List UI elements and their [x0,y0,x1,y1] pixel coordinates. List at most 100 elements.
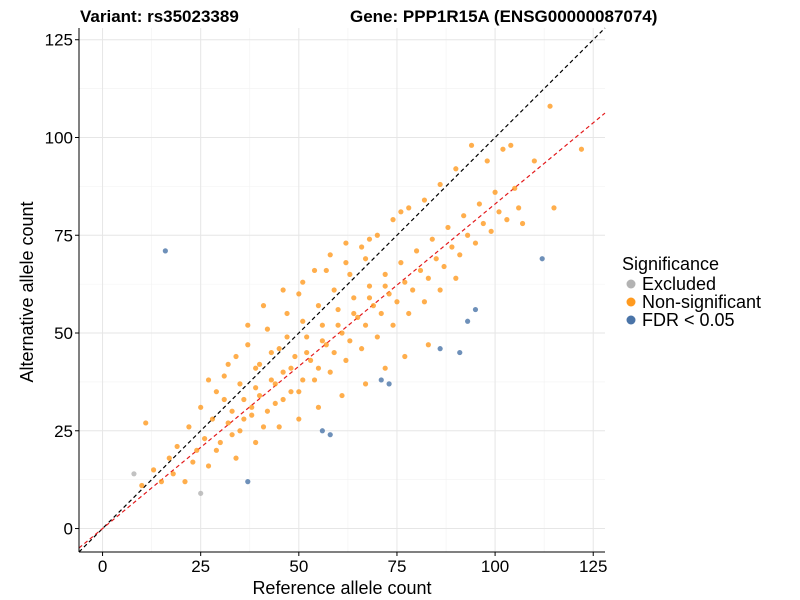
point-non-significant [241,396,247,403]
point-non-significant [150,467,157,473]
y-tick-label: 100 [45,128,73,147]
point-non-significant [382,365,388,371]
point-non-significant [182,479,188,485]
point-non-significant [331,349,337,356]
point-non-significant [578,146,585,152]
point-non-significant [488,228,494,234]
point-non-significant [276,424,282,430]
point-non-significant [374,232,380,238]
point-non-significant [362,256,369,262]
reference-line-identity [78,27,606,553]
reference-lines [78,27,606,553]
point-non-significant [221,396,227,403]
point-non-significant [516,205,522,211]
point-non-significant [315,365,322,371]
point-non-significant [249,404,255,410]
grid-lines [79,28,605,552]
point-non-significant [394,299,400,305]
point-non-significant [304,334,310,340]
point-non-significant [504,217,510,223]
point-fdr-0-05 [437,346,443,352]
x-tick-label: 100 [481,557,509,576]
point-non-significant [280,369,286,375]
point-non-significant [233,353,239,360]
tick-labels: 0 25 50 75 100 125 0 25 50 75 100 125 [45,31,608,576]
y-axis-title: Alternative allele count [17,201,37,382]
point-non-significant [453,166,459,172]
point-non-significant [323,342,329,348]
point-non-significant [500,146,506,152]
point-non-significant [366,295,373,301]
point-non-significant [441,263,447,270]
point-non-significant [213,447,219,453]
point-non-significant [186,424,192,430]
point-fdr-0-05 [319,428,325,434]
point-non-significant [362,322,369,328]
point-non-significant [253,439,259,446]
point-non-significant [406,310,412,317]
point-non-significant [296,291,302,297]
point-non-significant [225,420,231,426]
point-non-significant [465,232,471,238]
point-non-significant [241,416,247,422]
point-non-significant [402,353,408,360]
point-non-significant [288,365,294,371]
point-non-significant [457,252,463,258]
point-non-significant [311,267,318,274]
point-non-significant [256,392,263,399]
point-fdr-0-05 [465,318,471,324]
point-non-significant [421,299,428,305]
legend-swatch [626,279,636,289]
point-non-significant [307,357,314,363]
point-non-significant [296,389,302,395]
x-tick-label: 25 [191,557,210,576]
point-fdr-0-05 [386,381,392,387]
point-non-significant [359,244,365,250]
point-non-significant [323,267,329,274]
point-non-significant [496,209,502,215]
point-non-significant [476,201,482,207]
point-non-significant [253,365,259,371]
point-non-significant [174,443,180,450]
point-fdr-0-05 [245,479,251,485]
point-non-significant [280,287,286,293]
point-non-significant [272,400,278,407]
point-non-significant [437,181,443,188]
point-non-significant [472,240,479,246]
point-non-significant [237,428,243,434]
x-axis-title: Reference allele count [252,578,431,598]
point-non-significant [300,279,306,285]
point-non-significant [339,330,345,336]
point-non-significant [492,189,498,195]
point-non-significant [190,459,196,465]
point-non-significant [158,479,165,485]
point-non-significant [268,349,274,356]
point-non-significant [390,322,396,328]
point-non-significant [202,435,208,442]
point-non-significant [260,303,267,309]
point-non-significant [413,248,420,254]
point-non-significant [359,346,365,352]
point-non-significant [331,287,337,293]
point-fdr-0-05 [378,377,384,383]
point-non-significant [304,349,310,356]
point-non-significant [327,369,333,375]
point-non-significant [198,404,204,410]
y-tick-label: 0 [64,520,73,539]
legend-label: Non-significant [642,292,761,312]
point-non-significant [139,482,145,489]
data-points [131,103,585,496]
point-non-significant [205,463,212,469]
point-non-significant [398,260,404,266]
point-non-significant [445,224,451,231]
point-non-significant [245,322,251,328]
point-non-significant [245,342,251,348]
point-non-significant [339,392,345,399]
point-non-significant [547,103,553,109]
point-non-significant [484,158,490,164]
reference-line-fit [78,112,606,549]
chart-title-gene: Gene: PPP1R15A (ENSG00000087074) [350,7,657,26]
point-non-significant [272,381,278,387]
point-non-significant [366,236,373,242]
